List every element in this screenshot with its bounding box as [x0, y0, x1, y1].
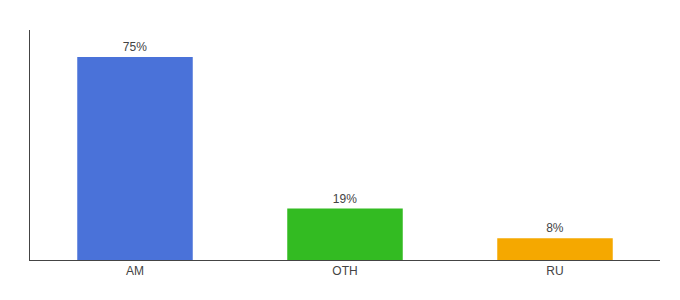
- svg-text:19%: 19%: [333, 192, 357, 206]
- svg-text:8%: 8%: [546, 221, 564, 235]
- svg-text:RU: RU: [546, 264, 563, 278]
- svg-text:75%: 75%: [123, 40, 147, 54]
- svg-text:OTH: OTH: [332, 264, 357, 278]
- svg-text:AM: AM: [126, 264, 144, 278]
